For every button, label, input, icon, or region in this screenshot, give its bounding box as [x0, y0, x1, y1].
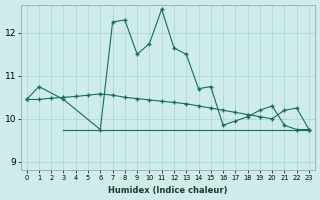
X-axis label: Humidex (Indice chaleur): Humidex (Indice chaleur) [108, 186, 228, 195]
